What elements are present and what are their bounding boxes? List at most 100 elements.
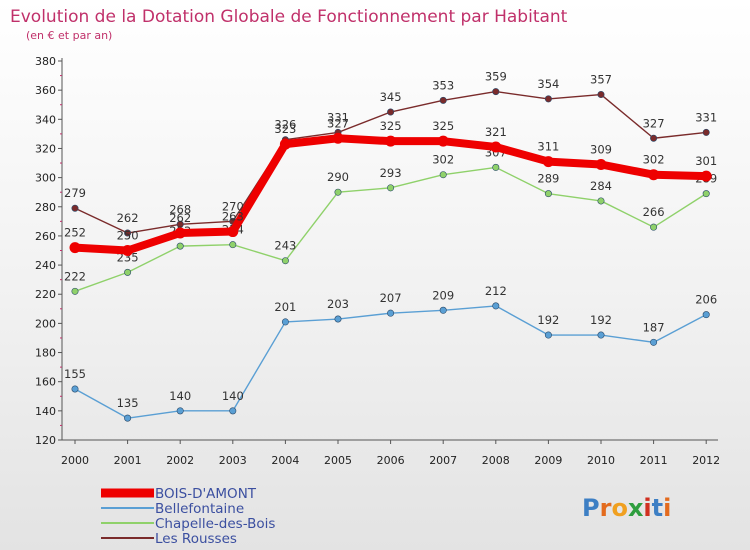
y-tick-label: 260 — [35, 230, 56, 243]
x-tick-label: 2009 — [534, 454, 562, 467]
y-tick-label: 160 — [35, 376, 56, 389]
data-point — [124, 268, 132, 276]
y-tick-label: 120 — [35, 434, 56, 447]
x-tick-label: 2006 — [377, 454, 405, 467]
data-point — [702, 190, 710, 198]
data-label: 268 — [169, 202, 191, 216]
data-label: 331 — [327, 110, 349, 124]
data-point — [439, 306, 447, 314]
data-label: 331 — [695, 110, 717, 124]
data-point — [439, 171, 447, 179]
data-point — [176, 242, 184, 250]
data-point — [544, 190, 552, 198]
data-point — [650, 338, 658, 346]
data-point — [334, 315, 342, 323]
data-point — [544, 331, 552, 339]
data-point — [229, 241, 237, 249]
data-label: 155 — [64, 367, 86, 381]
data-label: 209 — [432, 288, 454, 302]
y-tick-label: 360 — [35, 84, 56, 97]
data-label: 325 — [380, 119, 402, 133]
data-point — [702, 128, 710, 136]
data-point — [122, 245, 134, 256]
data-label: 266 — [643, 205, 665, 219]
data-point — [387, 108, 395, 116]
data-point — [492, 163, 500, 171]
y-tick-label: 220 — [35, 288, 56, 301]
data-label: 201 — [274, 300, 296, 314]
data-label: 289 — [537, 172, 559, 186]
data-label: 326 — [274, 118, 296, 132]
data-point — [174, 227, 186, 239]
data-point — [176, 407, 184, 415]
y-tick-label: 180 — [35, 347, 56, 360]
legend-label: Les Rousses — [155, 531, 237, 547]
data-label: 302 — [432, 153, 454, 167]
data-point — [229, 407, 237, 415]
x-tick-label: 2011 — [640, 454, 668, 467]
data-label: 354 — [537, 77, 559, 91]
series-bellefontaine: 155 135 140 140 201 203 207 209 212 192 192 187 206 — [64, 284, 717, 422]
data-point — [492, 88, 500, 96]
x-tick-label: 2002 — [166, 454, 194, 467]
y-tick-label: 380 — [35, 55, 56, 68]
data-point — [176, 220, 184, 228]
data-label: 321 — [485, 125, 507, 139]
data-label: 212 — [485, 284, 507, 298]
data-label: 192 — [537, 313, 559, 327]
legend-label: BOIS-D'AMONT — [155, 486, 257, 502]
data-point — [597, 331, 605, 339]
data-label: 222 — [64, 269, 86, 283]
data-point — [490, 141, 502, 153]
data-label: 309 — [590, 142, 612, 156]
x-tick-label: 2001 — [114, 454, 142, 467]
data-label: 279 — [64, 186, 86, 200]
data-label: 311 — [537, 140, 559, 154]
data-point — [439, 96, 447, 104]
data-label: 293 — [380, 166, 402, 180]
data-point — [700, 170, 712, 182]
data-point — [385, 135, 397, 147]
data-label: 357 — [590, 73, 612, 87]
x-tick-label: 2008 — [482, 454, 510, 467]
data-label: 327 — [643, 116, 665, 130]
data-point — [492, 302, 500, 310]
x-tick-label: 2010 — [587, 454, 615, 467]
brand-text: Proxiti — [582, 494, 671, 522]
data-label: 250 — [117, 229, 139, 243]
data-point — [71, 385, 79, 393]
data-label: 262 — [117, 211, 139, 225]
data-label: 187 — [643, 320, 665, 334]
data-point — [387, 309, 395, 317]
data-point — [650, 134, 658, 142]
data-label: 135 — [117, 396, 139, 410]
x-tick-label: 2003 — [219, 454, 247, 467]
data-point — [650, 223, 658, 231]
y-tick-label: 300 — [35, 172, 56, 185]
data-label: 207 — [380, 291, 402, 305]
data-label: 270 — [222, 199, 244, 213]
data-label: 284 — [590, 179, 612, 193]
proxiti-logo: Proxiti — [582, 494, 671, 522]
data-point — [71, 204, 79, 212]
axes: 120 140 160 180 200 220 240 260 280 300 320 340 360 3… — [35, 55, 720, 467]
y-tick-label: 280 — [35, 201, 56, 214]
data-point — [387, 184, 395, 192]
data-point — [437, 135, 449, 147]
data-point — [227, 226, 239, 238]
data-point — [702, 311, 710, 319]
data-label: 206 — [695, 293, 717, 307]
y-tick-label: 140 — [35, 405, 56, 418]
data-label: 359 — [485, 70, 507, 84]
x-tick-label: 2007 — [429, 454, 457, 467]
data-point — [281, 257, 289, 265]
y-tick-label: 340 — [35, 113, 56, 126]
data-point — [597, 91, 605, 99]
data-label: 327 — [327, 116, 349, 130]
y-tick-label: 320 — [35, 142, 56, 155]
data-point — [71, 287, 79, 295]
data-point — [544, 95, 552, 103]
